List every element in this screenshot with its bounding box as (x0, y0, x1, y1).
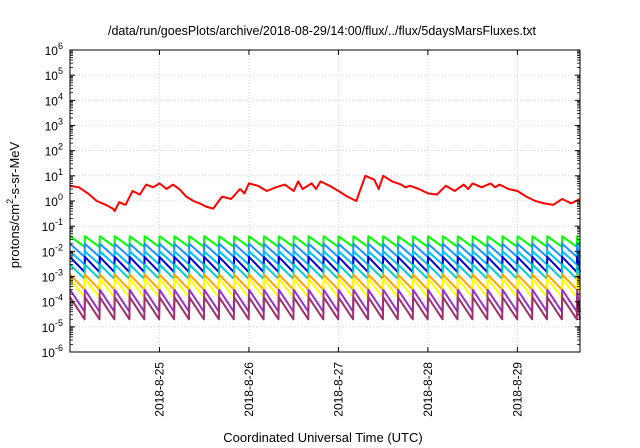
y-tick-label: 10-3 (42, 268, 63, 285)
y-axis-label: protons/cm2-s-sr-MeV (5, 141, 22, 268)
chart-title: /data/run/goesPlots/archive/2018-08-29/1… (108, 24, 537, 38)
x-tick-label: 2018-8-29 (510, 362, 524, 417)
series-layer (69, 174, 581, 321)
y-tick-label: 10-4 (42, 293, 63, 310)
x-tick-label: 2018-8-25 (152, 362, 166, 417)
y-tick-label: 10-6 (42, 343, 63, 360)
y-tick-label: 105 (45, 66, 63, 83)
series-line-2 (69, 235, 581, 248)
y-tick-label: 104 (45, 91, 63, 108)
x-tick-label: 2018-8-26 (242, 362, 256, 417)
y-label-main: protons/cm (7, 204, 22, 268)
axis-layer: 10-6 10-5 10-4 10-3 10-2 10-1 100 101 102 103 104 1… (42, 41, 580, 417)
y-tick-label: 101 (45, 167, 63, 184)
x-tick-label: 2018-8-28 (421, 362, 435, 417)
series-line-10 (69, 296, 581, 321)
y-tick-label: 10-1 (42, 217, 63, 234)
y-label-exp: 2 (5, 199, 15, 204)
series-line-1 (69, 174, 581, 212)
y-label-rest: -s-sr-MeV (7, 141, 22, 198)
y-tick-label: 103 (45, 117, 63, 134)
y-tick-label: 100 (45, 192, 63, 209)
y-tick-label: 102 (45, 142, 63, 159)
x-tick-label: 2018-8-27 (331, 362, 345, 417)
series-line-6 (69, 263, 581, 280)
series-line-8 (69, 277, 581, 299)
x-axis-label: Coordinated Universal Time (UTC) (223, 430, 422, 445)
y-tick-label: 10-2 (42, 242, 63, 259)
y-tick-label: 10-5 (42, 318, 63, 335)
y-tick-label: 106 (45, 41, 63, 58)
